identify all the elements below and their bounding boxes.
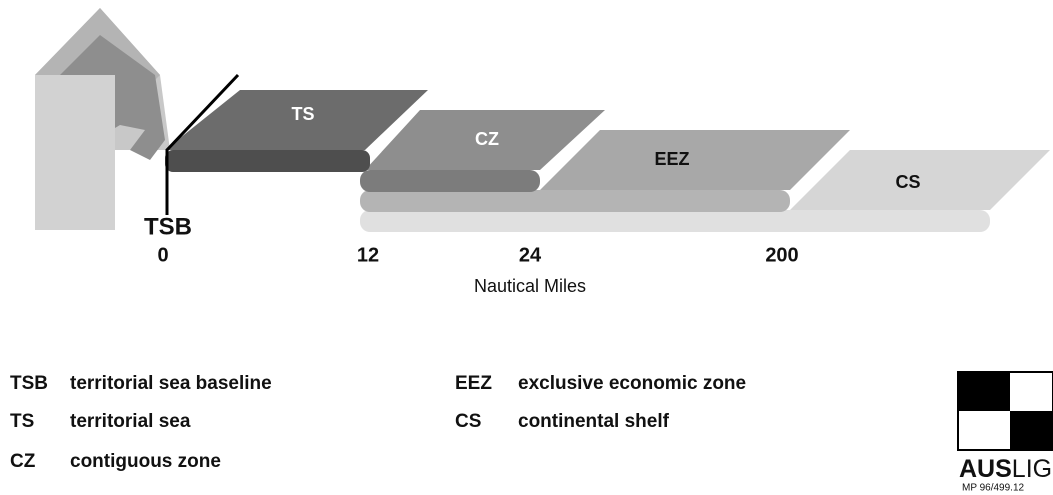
distance-label: 24 bbox=[519, 244, 542, 266]
land bbox=[35, 8, 170, 230]
legend-abbr: EEZ bbox=[455, 373, 492, 394]
maritime-zones-diagram: TS CZ EEZ CS TSB 0 12 24 200 Nautical Mi… bbox=[0, 0, 1053, 495]
distance-label: 0 bbox=[157, 244, 168, 266]
axis-label: Nautical Miles bbox=[474, 276, 586, 296]
legend-abbr: CS bbox=[455, 411, 481, 432]
legend-abbr: CZ bbox=[10, 451, 36, 472]
legend-abbr: TS bbox=[10, 411, 34, 432]
legend-description: territorial sea baseline bbox=[70, 373, 272, 394]
logo-code: MP 96/499.12 bbox=[962, 483, 1025, 494]
legend-abbr: TSB bbox=[10, 373, 48, 394]
legend-description: territorial sea bbox=[70, 411, 191, 432]
distance-label: 12 bbox=[357, 244, 379, 266]
logo: AUSLIG MP 96/499.12 bbox=[958, 372, 1053, 494]
legend-description: continental shelf bbox=[518, 411, 670, 432]
legend-description: exclusive economic zone bbox=[518, 373, 746, 394]
baseline-label: TSB bbox=[144, 213, 192, 240]
legend-description: contiguous zone bbox=[70, 451, 221, 472]
logo-text: AUSLIG bbox=[959, 455, 1052, 483]
zone-label: CZ bbox=[475, 129, 499, 149]
zone-label: TS bbox=[291, 104, 314, 124]
zone-label: EEZ bbox=[654, 149, 689, 169]
zone-label: CS bbox=[895, 172, 920, 192]
distance-label: 200 bbox=[765, 244, 798, 266]
